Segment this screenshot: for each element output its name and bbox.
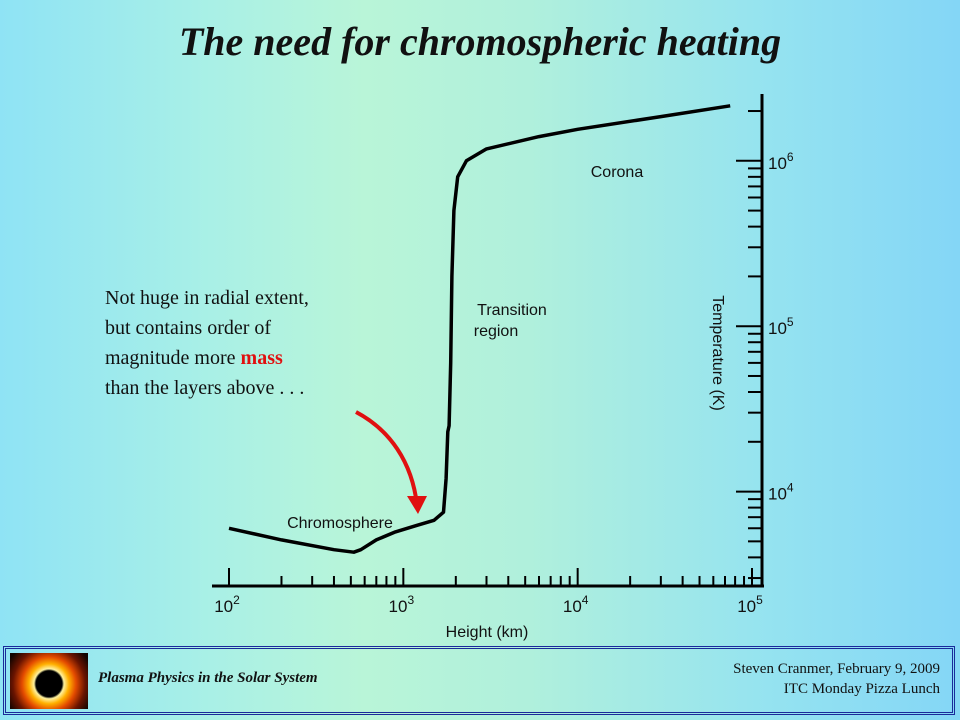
tick-label-base: 10 xyxy=(768,154,787,173)
tick-label-base: 10 xyxy=(768,485,787,504)
annotation-line: than the layers above . . . xyxy=(105,377,305,399)
annotation-line: Not huge in radial extent, xyxy=(105,287,309,309)
annotation-text-segment: magnitude more xyxy=(105,347,241,369)
tick-label-exponent: 5 xyxy=(756,593,763,607)
y-tick-label: 104 xyxy=(768,481,794,504)
presenter-info: Steven Cranmer, February 9, 2009 ITC Mon… xyxy=(733,659,940,699)
corona-label: Corona xyxy=(591,164,644,181)
chart-series xyxy=(228,104,731,554)
temperature-curve xyxy=(228,104,731,554)
tick-label-exponent: 5 xyxy=(787,315,794,329)
y-tick-label: 106 xyxy=(768,150,794,173)
annotation-line: magnitude more mass xyxy=(105,343,405,373)
x-tick-label: 105 xyxy=(737,593,763,616)
tick-label-base: 10 xyxy=(737,597,756,616)
x-axis-label: Height (km) xyxy=(446,624,529,641)
chromosphere-label: Chromosphere xyxy=(287,515,393,532)
tick-label-exponent: 4 xyxy=(582,593,589,607)
tick-label-exponent: 4 xyxy=(787,481,794,495)
y-tick-label: 105 xyxy=(768,315,794,338)
x-tick-label: 102 xyxy=(214,593,240,616)
course-name: Plasma Physics in the Solar System xyxy=(98,670,318,686)
slide-title: The need for chromospheric heating xyxy=(178,19,782,64)
mass-highlight: mass xyxy=(240,347,283,369)
event-name: ITC Monday Pizza Lunch xyxy=(783,681,940,697)
tick-label-exponent: 3 xyxy=(407,593,414,607)
annotation-line: but contains order of xyxy=(105,317,272,339)
annotation-text: Not huge in radial extent, but contains … xyxy=(105,283,405,403)
transition-label: Transition xyxy=(477,302,547,319)
x-tick-label: 103 xyxy=(389,593,415,616)
x-tick-label: 104 xyxy=(563,593,589,616)
region-label: region xyxy=(474,323,518,340)
chart-axes xyxy=(212,94,764,588)
tick-label-base: 10 xyxy=(389,597,408,616)
tick-label-exponent: 2 xyxy=(233,593,240,607)
slide-footer: Plasma Physics in the Solar System Steve… xyxy=(3,646,955,715)
author-date: Steven Cranmer, February 9, 2009 xyxy=(733,661,940,677)
solar-eclipse-logo xyxy=(10,653,88,709)
tick-label-base: 10 xyxy=(214,597,233,616)
tick-label-base: 10 xyxy=(768,319,787,338)
y-axis-label: Temperature (K) xyxy=(709,295,726,411)
annotation-arrow xyxy=(355,410,427,514)
tick-label-exponent: 6 xyxy=(787,150,794,164)
tick-label-base: 10 xyxy=(563,597,582,616)
